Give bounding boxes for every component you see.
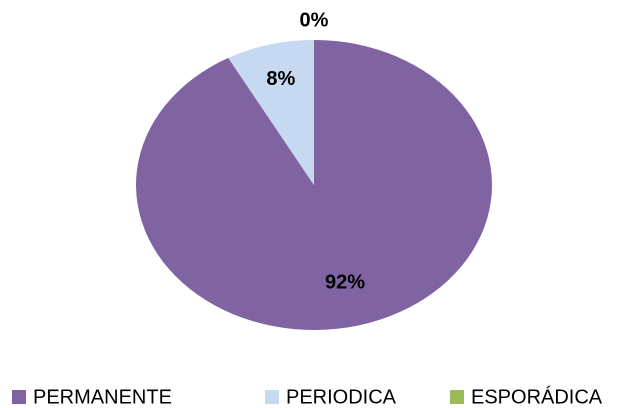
data-label: 92% — [325, 272, 365, 294]
legend-label: ESPORÁDICA — [471, 385, 603, 408]
data-label: 8% — [266, 68, 295, 90]
legend-label: PERIODICA — [286, 386, 397, 408]
legend-swatch — [12, 390, 26, 404]
legend-swatch — [450, 390, 464, 404]
legend-label: PERMANENTE — [33, 386, 172, 408]
pie-slice — [228, 40, 314, 185]
legend-swatch — [265, 390, 279, 404]
data-label: 0% — [300, 9, 329, 31]
